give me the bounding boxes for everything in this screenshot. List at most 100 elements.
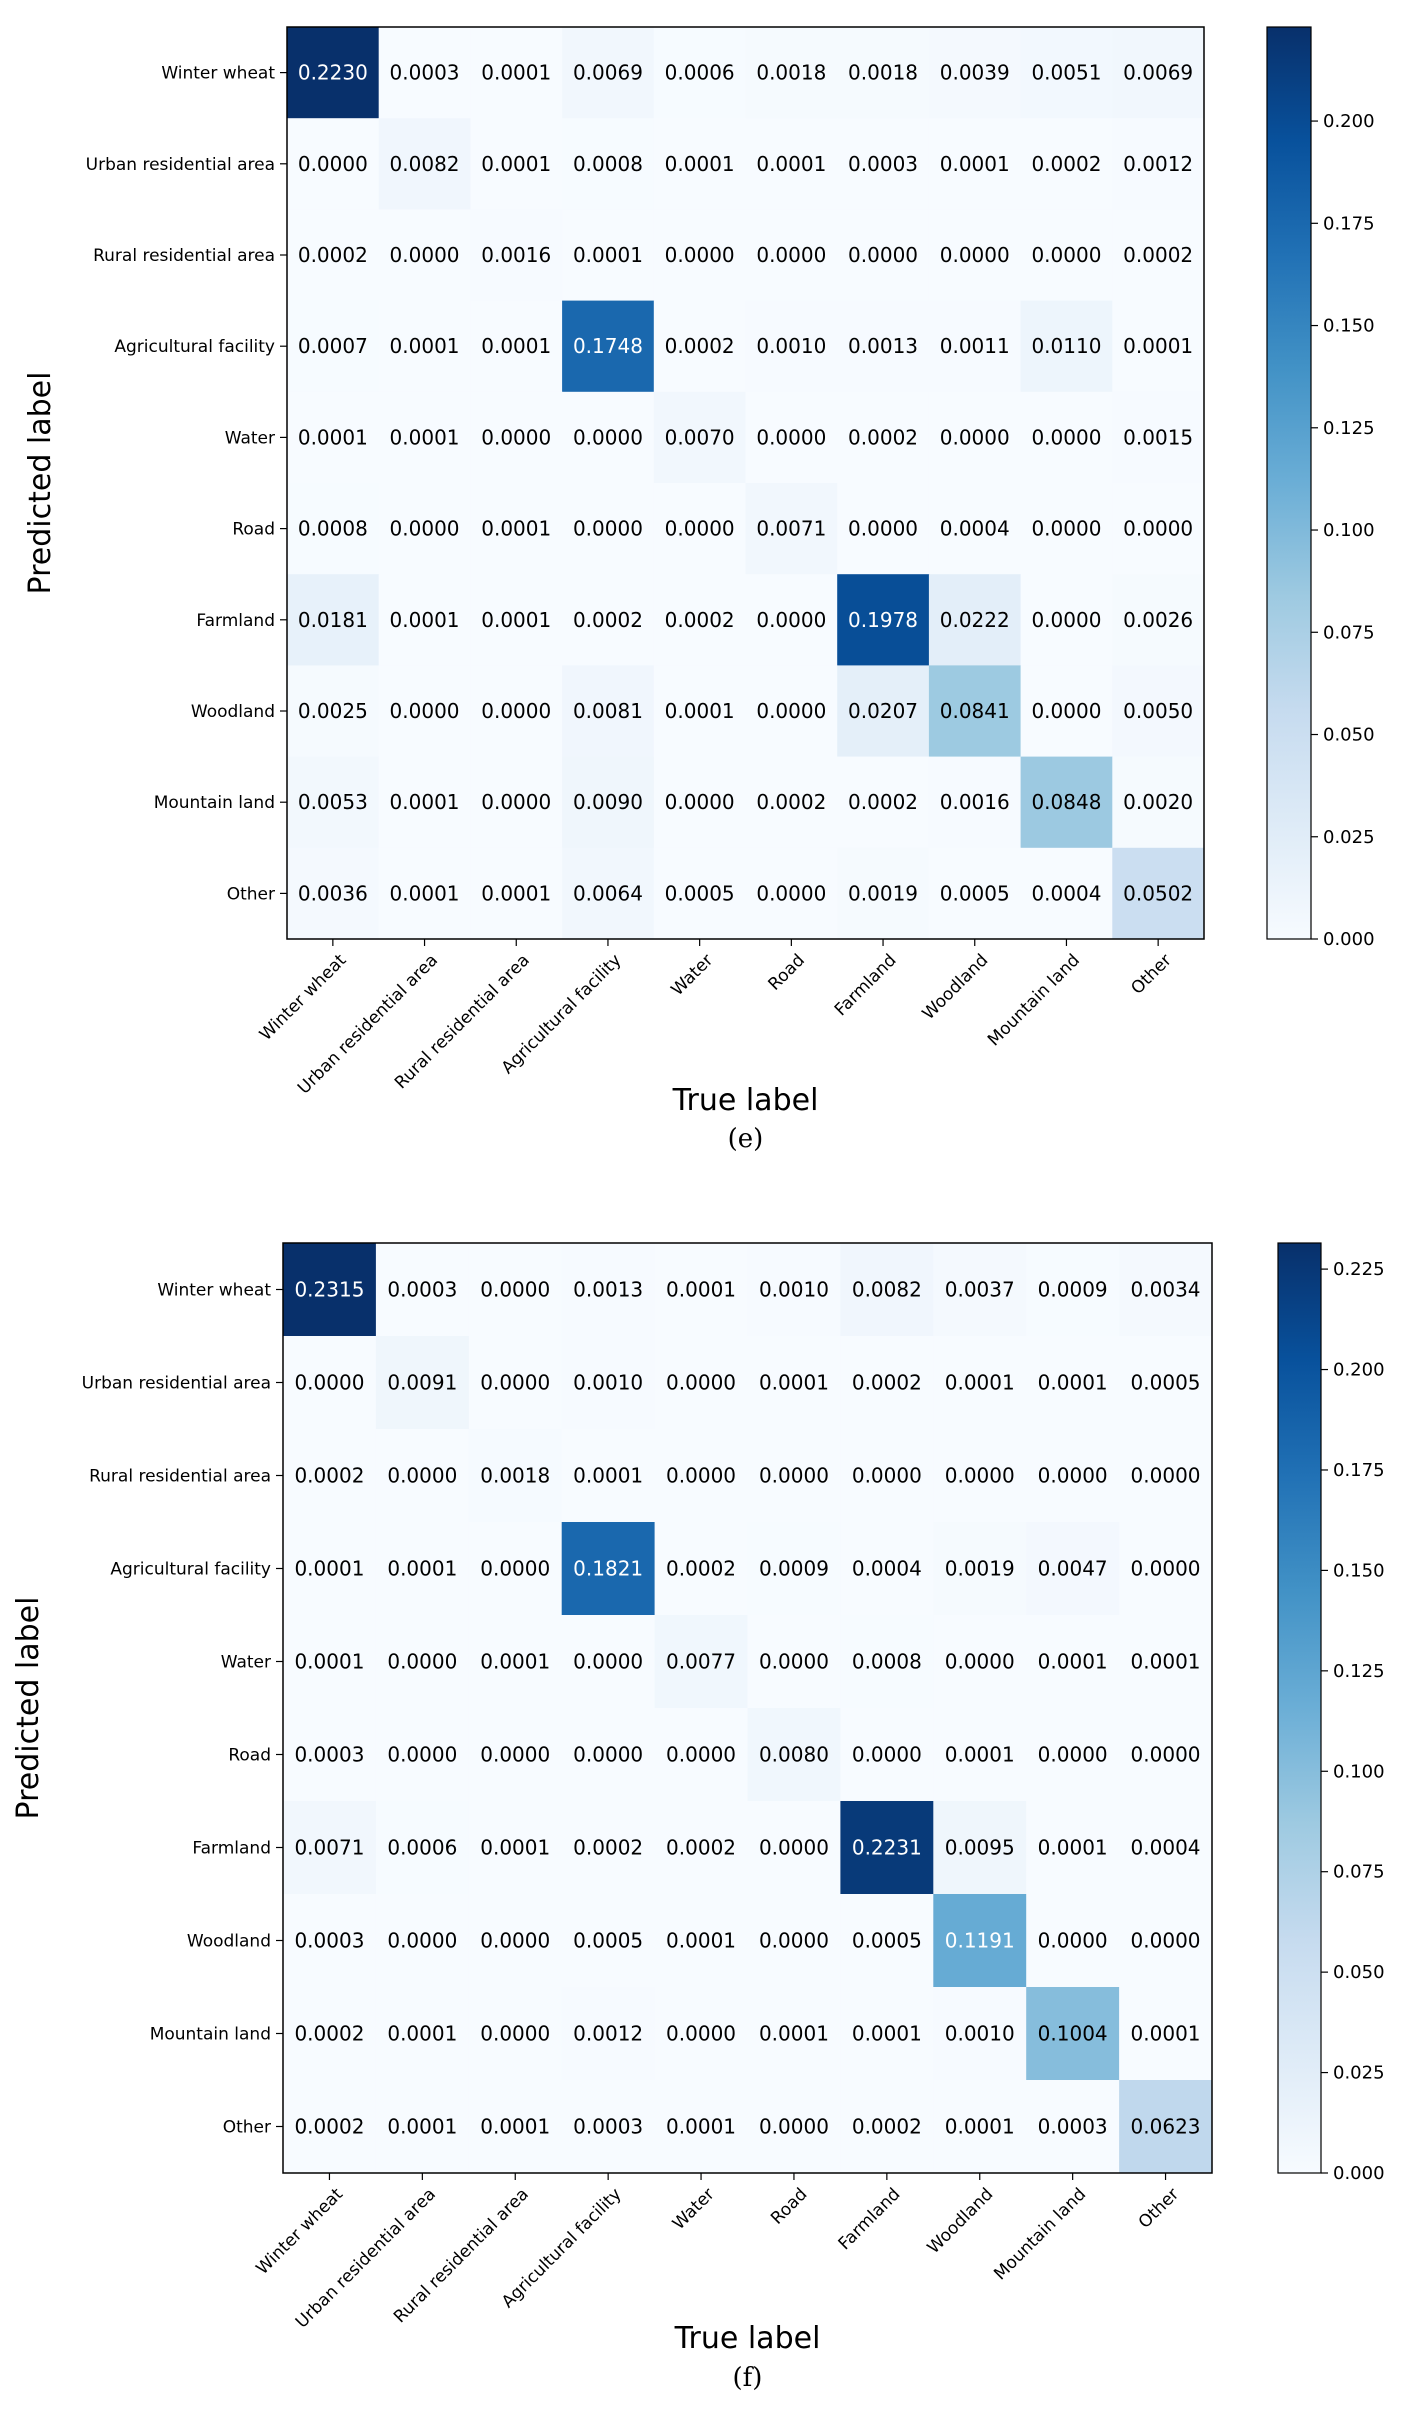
cell-value-label: 0.0004: [852, 1557, 922, 1581]
heatmap-cell: [745, 118, 838, 210]
cell-value-label: 0.0000: [573, 1650, 643, 1674]
heatmap-cell: [840, 2080, 934, 2174]
cell-value-label: 0.0000: [1031, 243, 1101, 267]
cell-value-label: 0.0051: [1031, 61, 1101, 85]
cell-value-label: 0.0037: [945, 1278, 1015, 1302]
x-tick-label: Mountain land: [984, 950, 1084, 1050]
heatmap-cell: [1112, 483, 1205, 575]
cell-value-label: 0.0018: [848, 61, 918, 85]
heatmap-cell: [562, 665, 655, 758]
cell-value-label: 0.0007: [298, 334, 368, 358]
cell-value-label: 0.0090: [573, 790, 643, 814]
heatmap-cell: [933, 1336, 1027, 1430]
heatmap-cell: [837, 574, 930, 666]
heatmap-cell: [1119, 1336, 1213, 1430]
heatmap-cell: [287, 574, 380, 666]
heatmap-cell: [928, 847, 1022, 940]
cell-value-label: 0.0000: [666, 2022, 736, 2046]
colorbar-tick-label: 0.075: [1333, 1862, 1385, 1883]
heatmap-cell: [837, 209, 930, 302]
heatmap-cell: [562, 118, 655, 210]
heatmap-cell: [747, 1243, 841, 1337]
panel-label: (e): [728, 1124, 764, 1154]
cell-value-label: 0.0000: [387, 1743, 457, 1767]
cell-value-label: 0.0091: [387, 1371, 457, 1395]
cell-value-label: 0.0000: [1131, 1929, 1201, 1953]
cell-value-label: 0.1191: [945, 1929, 1015, 1953]
heatmap-cell: [1112, 665, 1205, 758]
heatmap-cell: [1119, 1615, 1213, 1709]
cell-value-label: 0.0000: [759, 1929, 829, 1953]
cell-value-label: 0.0001: [945, 1371, 1015, 1395]
cell-value-label: 0.0000: [940, 243, 1010, 267]
heatmap-cell: [375, 1243, 470, 1337]
cell-value-label: 0.0001: [666, 1278, 736, 1302]
confusion-matrix-e: 0.2230 0.0003 0.0001 0.0069 0.0006 0.0018 0.00…: [23, 26, 1375, 1154]
heatmap-cell: [747, 2080, 841, 2174]
heatmap-cell: [283, 1336, 377, 1430]
heatmap-cell: [654, 1894, 748, 1988]
cell-value-label: 0.0001: [759, 1371, 829, 1395]
cell-value-label: 0.0015: [1123, 425, 1193, 449]
heatmap-cell: [1119, 1801, 1213, 1895]
heatmap-cell: [1020, 756, 1113, 849]
heatmap-cell: [840, 1429, 934, 1523]
cell-value-label: 0.0001: [481, 61, 551, 85]
cell-value-label: 0.0000: [1031, 699, 1101, 723]
cell-value-label: 0.0000: [666, 1743, 736, 1767]
heatmap-cell: [561, 1243, 656, 1337]
cell-value-label: 0.0000: [480, 1278, 550, 1302]
cell-value-label: 0.0026: [1123, 608, 1193, 632]
heatmap-cell: [378, 300, 471, 393]
x-tick-label: Farmland: [835, 2184, 905, 2254]
heatmap-cell: [468, 1243, 563, 1337]
cell-value-label: 0.0006: [665, 61, 735, 85]
cell-value-label: 0.0002: [852, 1371, 922, 1395]
cell-value-label: 0.0110: [1031, 334, 1101, 358]
cell-value-label: 0.0001: [390, 881, 460, 905]
heatmap-cell: [654, 1987, 748, 2081]
heatmap-cell: [747, 1801, 841, 1895]
cell-value-label: 0.0034: [1131, 1278, 1201, 1302]
heatmap-cell: [562, 300, 655, 393]
cell-value-label: 0.0070: [665, 425, 735, 449]
cell-value-label: 0.0000: [848, 517, 918, 541]
heatmap-cell: [653, 847, 746, 940]
cell-value-label: 0.0000: [756, 425, 826, 449]
cell-value-label: 0.0018: [756, 61, 826, 85]
cell-value-label: 0.0000: [1031, 425, 1101, 449]
cell-value-label: 0.0848: [1031, 790, 1101, 814]
cell-value-label: 0.0009: [759, 1557, 829, 1581]
cell-value-label: 0.0002: [1031, 152, 1101, 176]
cell-value-label: 0.0000: [481, 425, 551, 449]
heatmap-cell: [745, 756, 838, 849]
y-tick-label: Road: [232, 520, 275, 540]
heatmap-cell: [375, 1615, 470, 1709]
heatmap-cell: [653, 209, 746, 302]
colorbar-tick-label: 0.100: [1333, 1761, 1385, 1782]
cell-value-label: 0.0000: [573, 425, 643, 449]
heatmap-cell: [928, 27, 1022, 119]
cell-value-label: 0.0001: [665, 152, 735, 176]
heatmap-cell: [933, 1801, 1027, 1895]
heatmap-cell: [562, 209, 655, 302]
cell-value-label: 0.0010: [756, 334, 826, 358]
heatmap-cell: [378, 118, 471, 210]
cell-value-label: 0.0008: [573, 152, 643, 176]
cell-value-label: 0.0016: [481, 243, 551, 267]
heatmap-cell: [1020, 118, 1113, 210]
cell-value-label: 0.0000: [1031, 517, 1101, 541]
heatmap-cell: [745, 209, 838, 302]
cell-value-label: 0.0004: [1031, 881, 1101, 905]
heatmap-cell: [654, 1336, 748, 1430]
cell-value-label: 0.0001: [1038, 1371, 1108, 1395]
cell-value-label: 0.0000: [1038, 1929, 1108, 1953]
cell-value-label: 0.0000: [1038, 1464, 1108, 1488]
cell-value-label: 0.0000: [759, 1836, 829, 1860]
heatmap-cell: [561, 1708, 656, 1802]
cell-value-label: 0.0001: [1038, 1836, 1108, 1860]
cell-value-label: 0.0001: [666, 1929, 736, 1953]
heatmap-cell: [561, 1987, 656, 2081]
heatmap-cell: [283, 1615, 377, 1709]
colorbar: [1277, 1242, 1322, 2174]
